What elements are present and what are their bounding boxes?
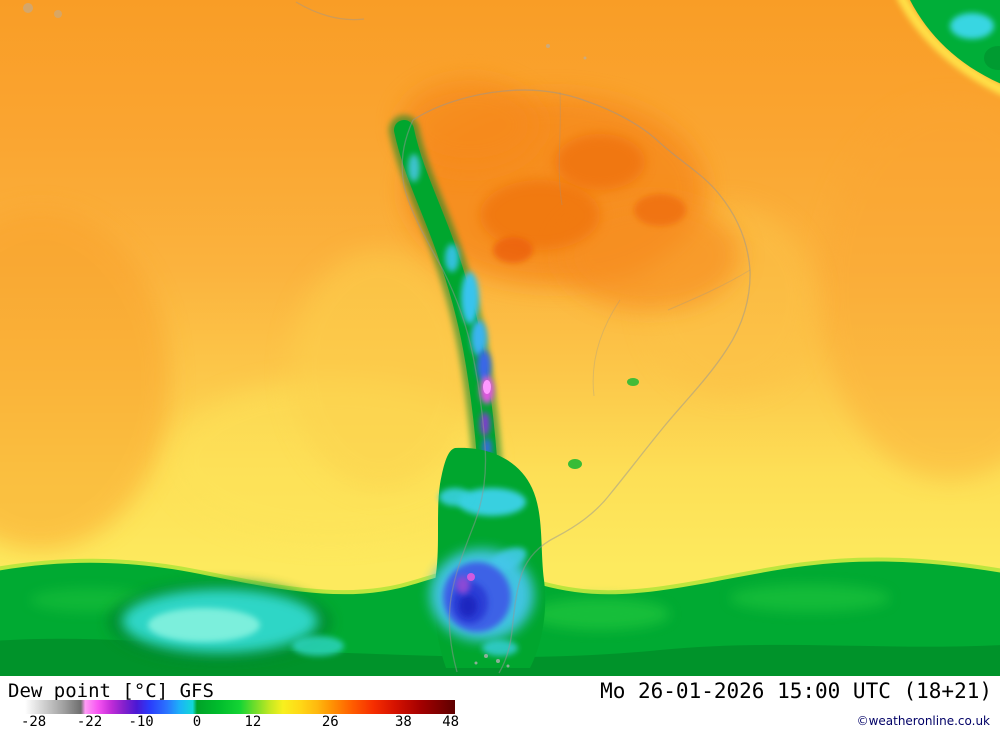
color-scale-bar [25,700,455,714]
map-canvas [0,0,1000,676]
coastlines [295,1,751,674]
scale-tick-label: 38 [394,714,412,730]
map-datetime: Mo 26-01-2026 15:00 UTC (18+21) [600,679,992,703]
map-footer: Dew point [°C] GFS Mo 26-01-2026 15:00 U… [0,676,1000,733]
scale-tick-label: 0 [192,714,202,730]
scale-tick-label: -28 [20,714,47,730]
dewpoint-map-graphic [0,0,1000,676]
scale-tick-label: 48 [442,714,460,730]
top-right-green-patch [897,0,1000,95]
scale-ticks: -28 -22 -10 0 12 26 38 48 [21,714,459,731]
scale-tick-label: -10 [128,714,154,730]
amazon-warm-core [400,80,740,310]
scale-tick-label: 12 [244,714,262,730]
island-specks [23,3,587,668]
copyright: ©weatheronline.co.uk [856,714,990,728]
patagonia-cold-region [430,447,546,668]
green-specks [568,378,639,469]
bottom-left-cyan-patch [108,582,344,662]
scale-tick-label: -22 [76,714,103,730]
scale-tick-label: 26 [321,714,339,730]
map-title: Dew point [°C] GFS [8,680,214,702]
